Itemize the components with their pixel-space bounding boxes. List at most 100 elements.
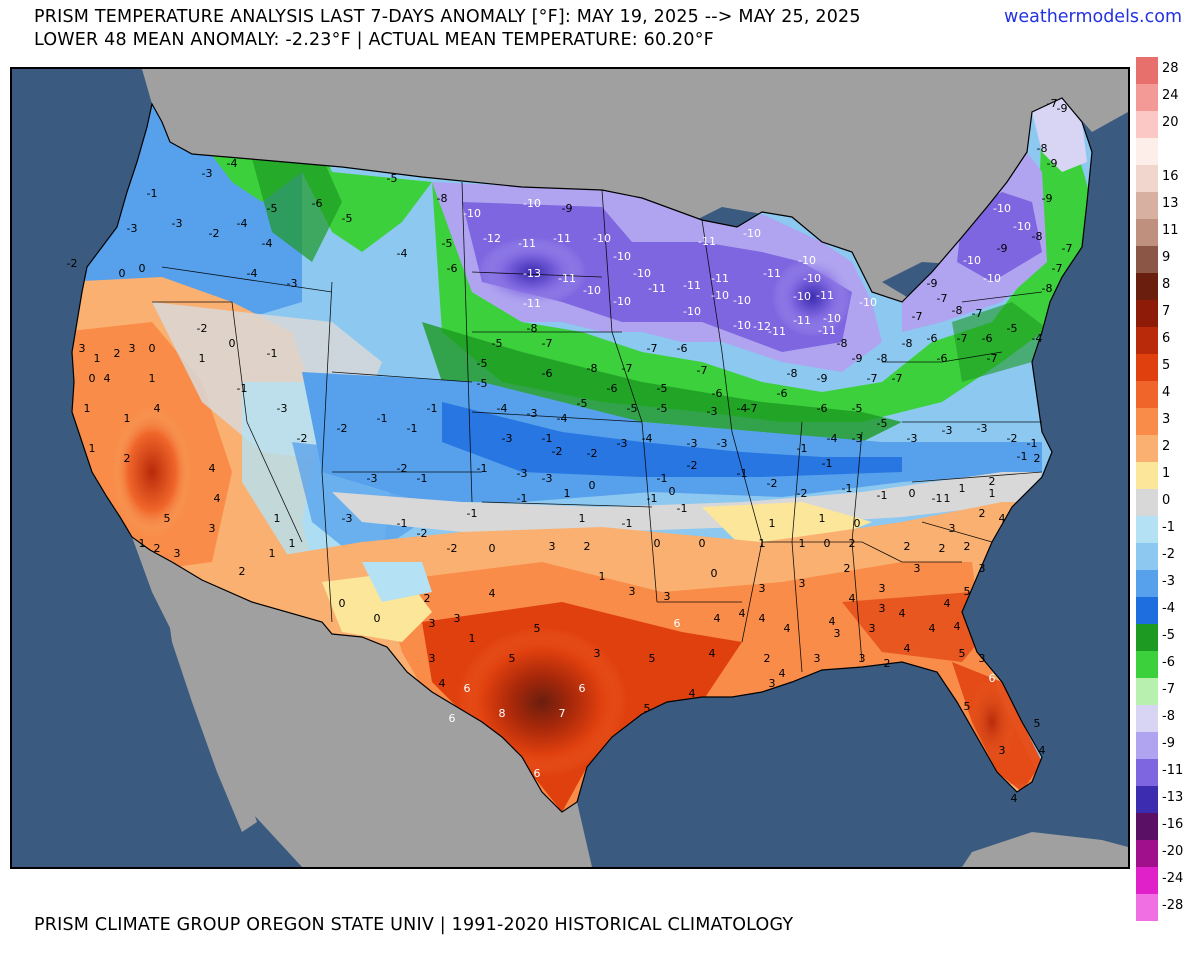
anomaly-value-label: -1 [542, 432, 553, 445]
anomaly-value-label: 4 [954, 620, 961, 633]
anomaly-value-label: -3 [707, 405, 718, 418]
anomaly-value-label: -4 [737, 402, 748, 415]
anomaly-value-label: -4 [642, 432, 653, 445]
anomaly-value-label: 1 [199, 352, 206, 365]
legend-swatch [1136, 840, 1158, 867]
anomaly-value-label: -1 [677, 502, 688, 515]
anomaly-value-label: 6 [989, 672, 996, 685]
anomaly-value-label: 0 [589, 479, 596, 492]
anomaly-value-label: -3 [202, 167, 213, 180]
anomaly-value-label: -10 [743, 227, 761, 240]
anomaly-value-label: -2 [397, 462, 408, 475]
anomaly-value-label: -9 [1047, 157, 1058, 170]
anomaly-value-label: 3 [859, 652, 866, 665]
anomaly-value-label: -6 [982, 332, 993, 345]
anomaly-value-label: -3 [527, 407, 538, 420]
anomaly-value-label: -3 [977, 422, 988, 435]
anomaly-value-label: 2 [939, 542, 946, 555]
anomaly-value-label: -10 [583, 284, 601, 297]
anomaly-value-label: 3 [429, 652, 436, 665]
anomaly-value-label: -6 [817, 402, 828, 415]
anomaly-value-label: -1 [822, 457, 833, 470]
anomaly-value-label: 0 [854, 517, 861, 530]
anomaly-value-label: 0 [699, 537, 706, 550]
anomaly-value-label: 4 [1011, 792, 1018, 805]
anomaly-value-label: -9 [997, 242, 1008, 255]
anomaly-value-label: -2 [552, 445, 563, 458]
anomaly-value-label: -5 [477, 357, 488, 370]
site-credit[interactable]: weathermodels.com [1004, 7, 1182, 27]
anomaly-value-label: -7 [697, 364, 708, 377]
anomaly-value-label: -11 [523, 297, 541, 310]
anomaly-value-label: 4 [154, 402, 161, 415]
anomaly-value-label: -4 [237, 217, 248, 230]
anomaly-value-label: -4 [247, 267, 258, 280]
anomaly-value-label: 1 [89, 442, 96, 455]
anomaly-value-label: 0 [374, 612, 381, 625]
anomaly-value-label: -10 [1013, 220, 1031, 233]
anomaly-value-label: -11 [768, 325, 786, 338]
anomaly-value-label: -1 [237, 382, 248, 395]
anomaly-value-label: 1 [84, 402, 91, 415]
legend-swatch [1136, 624, 1158, 651]
anomaly-value-label: -4 [827, 432, 838, 445]
anomaly-value-label: 2 [584, 540, 591, 553]
anomaly-value-label: 5 [644, 702, 651, 715]
anomaly-value-label: -11 [711, 272, 729, 285]
anomaly-value-label: -10 [523, 197, 541, 210]
anomaly-value-label: 4 [904, 642, 911, 655]
legend-label: 6 [1162, 331, 1171, 346]
anomaly-value-label: -1 [417, 472, 428, 485]
anomaly-labels: -20 0-3-1-3-2-4-3-4-5 -6-5-4-4-3-5-4-6-5-8… [67, 97, 1073, 805]
anomaly-value-label: 1 [289, 537, 296, 550]
anomaly-value-label: -5 [342, 212, 353, 225]
anomaly-value-label: 5 [1034, 717, 1041, 730]
anomaly-value-label: 3 [79, 342, 86, 355]
anomaly-value-label: 0 [339, 597, 346, 610]
anomaly-value-label: -5 [1007, 322, 1018, 335]
anomaly-value-label: 4 [849, 592, 856, 605]
anomaly-value-label: 1 [469, 632, 476, 645]
anomaly-value-label: -7 [867, 372, 878, 385]
anomaly-value-label: -3 [717, 437, 728, 450]
anomaly-value-label: 6 [534, 767, 541, 780]
anomaly-value-label: -10 [963, 254, 981, 267]
legend-swatch [1136, 867, 1158, 894]
legend-label: 0 [1162, 493, 1171, 508]
anomaly-value-label: -5 [877, 417, 888, 430]
anomaly-value-label: -7 [647, 342, 658, 355]
anomaly-value-label: -5 [657, 402, 668, 415]
anomaly-value-label: 4 [999, 512, 1006, 525]
anomaly-value-label: -5 [442, 237, 453, 250]
anomaly-value-label: -1 [427, 402, 438, 415]
anomaly-value-label: -5 [852, 402, 863, 415]
anomaly-value-label: 1 [94, 352, 101, 365]
legend-label: -28 [1162, 898, 1184, 913]
legend-swatch [1136, 354, 1158, 381]
anomaly-value-label: -1 [797, 442, 808, 455]
anomaly-value-label: 4 [759, 612, 766, 625]
anomaly-value-label: 3 [879, 602, 886, 615]
anomaly-value-label: -6 [607, 382, 618, 395]
legend-swatch [1136, 138, 1158, 165]
anomaly-value-label: -4 [227, 157, 238, 170]
anomaly-value-label: 3 [979, 562, 986, 575]
anomaly-value-label: -5 [657, 382, 668, 395]
legend-label: 24 [1162, 88, 1179, 103]
anomaly-value-label: -1 [737, 467, 748, 480]
anomaly-value-label: -2 [797, 487, 808, 500]
anomaly-value-label: -3 [542, 472, 553, 485]
anomaly-value-label: -2 [209, 227, 220, 240]
anomaly-value-label: 6 [579, 682, 586, 695]
legend-swatch [1136, 732, 1158, 759]
anomaly-map: -2 0 0 -3 -1 -3 -2 -4 -3 -4 -5 -6 -5 -4 -4 -3 -5 -4 -6 -5 -8… [10, 67, 1130, 869]
anomaly-value-label: 4 [689, 687, 696, 700]
anomaly-value-label: 4 [829, 615, 836, 628]
anomaly-value-label: -10 [823, 312, 841, 325]
anomaly-value-label: 0 [654, 537, 661, 550]
anomaly-value-label: -11 [763, 267, 781, 280]
anomaly-value-label: 0 [489, 542, 496, 555]
anomaly-value-label: -10 [593, 232, 611, 245]
anomaly-value-label: 4 [944, 597, 951, 610]
map-subtitle: LOWER 48 MEAN ANOMALY: -2.23°F | ACTUAL … [34, 30, 714, 50]
